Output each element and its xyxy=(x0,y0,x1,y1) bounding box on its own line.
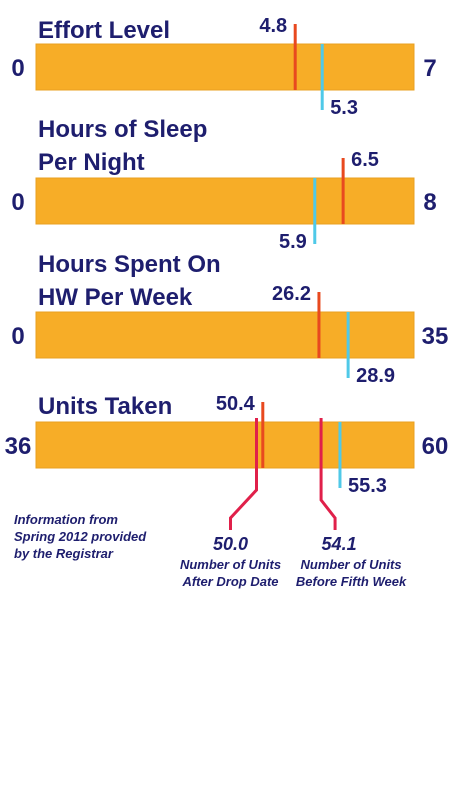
red-marker-label: 4.8 xyxy=(259,15,287,37)
units-after-drop-value: 50.0 xyxy=(213,534,248,554)
range-max-label: 60 xyxy=(422,433,449,460)
blue-marker-label: 5.9 xyxy=(279,231,307,253)
red-marker-label: 50.4 xyxy=(216,393,256,415)
chart-title: Units Taken xyxy=(38,393,172,420)
units-before-fifth-week-value: 54.1 xyxy=(322,534,357,554)
chart-title: Effort Level xyxy=(38,17,170,44)
blue-marker-label: 55.3 xyxy=(348,475,387,497)
units-before-fifth-week-line1: Number of Units xyxy=(301,557,402,572)
blue-marker-label: 5.3 xyxy=(330,97,358,119)
range-max-label: 7 xyxy=(423,55,436,82)
range-min-label: 0 xyxy=(11,55,24,82)
units-after-drop-line1: Number of Units xyxy=(180,557,281,572)
range-min-label: 0 xyxy=(11,323,24,350)
range-min-label: 36 xyxy=(5,433,32,460)
blue-marker-label: 28.9 xyxy=(356,365,395,387)
range-bar xyxy=(35,177,415,225)
chart-title: Hours of Sleep xyxy=(38,116,207,143)
red-marker-label: 26.2 xyxy=(272,283,311,305)
source-note-line: Information from xyxy=(14,512,118,527)
range-bar xyxy=(35,421,415,469)
units-before-fifth-week-marker xyxy=(319,418,337,530)
range-bar xyxy=(35,43,415,91)
units-after-drop-line2: After Drop Date xyxy=(181,574,278,589)
range-max-label: 8 xyxy=(423,189,436,216)
source-note-line: Spring 2012 provided xyxy=(14,529,147,544)
chart-title-line2: HW Per Week xyxy=(38,284,193,311)
units-after-drop-marker xyxy=(229,418,258,530)
chart-title: Hours Spent On xyxy=(38,251,221,278)
chart-title-line2: Per Night xyxy=(38,149,145,176)
range-min-label: 0 xyxy=(11,189,24,216)
red-marker-label: 6.5 xyxy=(351,149,379,171)
range-bar xyxy=(35,311,415,359)
source-note-line: by the Registrar xyxy=(14,546,114,561)
units-before-fifth-week-line2: Before Fifth Week xyxy=(296,574,407,589)
range-max-label: 35 xyxy=(422,323,449,350)
